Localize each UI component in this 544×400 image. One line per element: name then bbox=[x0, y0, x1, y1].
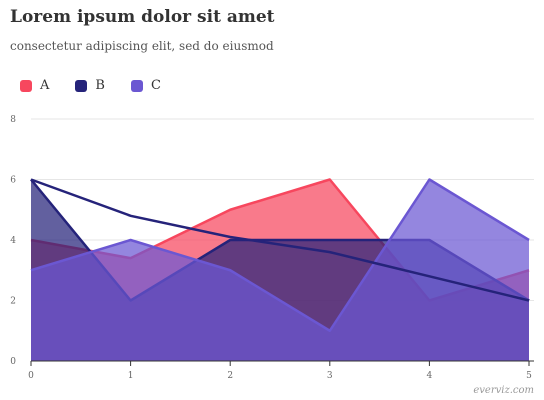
x-tick-label-3: 3 bbox=[327, 371, 333, 381]
y-tick-label-0: 0 bbox=[10, 357, 16, 367]
credit-text[interactable]: everviz.com bbox=[473, 385, 534, 396]
legend-swatch-a bbox=[20, 79, 32, 92]
series-line-c bbox=[30, 178, 530, 332]
legend-item-a[interactable]: A bbox=[20, 78, 49, 93]
legend-swatch-c bbox=[130, 79, 143, 92]
y-tick-label-4: 8 bbox=[10, 115, 16, 125]
legend-item-c[interactable]: C bbox=[130, 78, 161, 93]
legend-label-c: C bbox=[150, 78, 161, 93]
trendline-b bbox=[30, 178, 530, 302]
legend-label-b: B bbox=[95, 78, 105, 93]
x-tick-label-1: 1 bbox=[128, 371, 134, 381]
legend: A B C bbox=[20, 78, 187, 93]
x-tick-label-0: 0 bbox=[28, 371, 34, 381]
legend-item-b[interactable]: B bbox=[75, 78, 105, 93]
x-tick-label-5: 5 bbox=[526, 371, 532, 381]
series-area-c bbox=[31, 179, 529, 361]
chart-title: Lorem ipsum dolor sit amet bbox=[10, 7, 275, 27]
legend-label-a: A bbox=[40, 78, 50, 93]
x-tick-label-4: 4 bbox=[427, 371, 433, 381]
legend-swatch-b bbox=[75, 79, 88, 92]
chart-subtitle: consectetur adipiscing elit, sed do eius… bbox=[10, 39, 274, 53]
y-tick-label-2: 4 bbox=[10, 236, 16, 246]
x-tick-label-2: 2 bbox=[227, 371, 233, 381]
y-tick-label-1: 2 bbox=[10, 297, 16, 307]
y-tick-label-3: 6 bbox=[10, 176, 16, 186]
